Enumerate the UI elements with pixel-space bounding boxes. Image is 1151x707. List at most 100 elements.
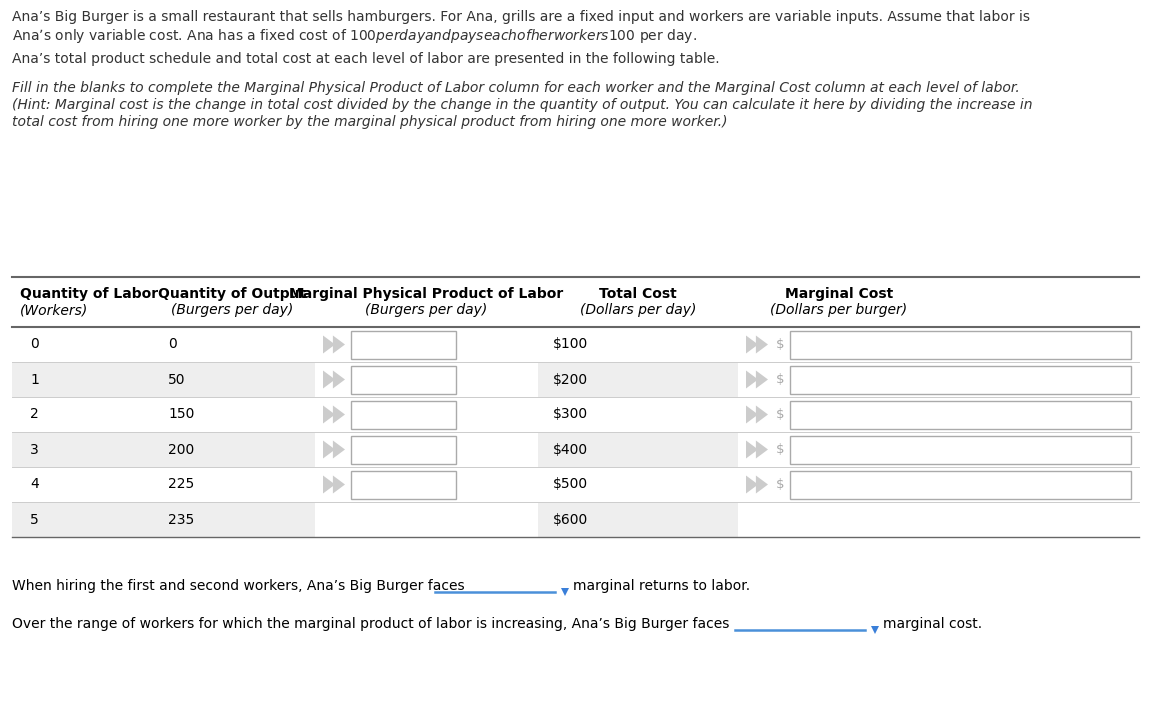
Bar: [12, 432, 150, 467]
Bar: [738, 397, 1139, 432]
Bar: [790, 436, 1131, 464]
Polygon shape: [756, 406, 768, 423]
Text: 0: 0: [168, 337, 177, 351]
Polygon shape: [333, 406, 345, 423]
Polygon shape: [746, 370, 759, 389]
Text: total cost from hiring one more worker by the marginal physical product from hir: total cost from hiring one more worker b…: [12, 115, 727, 129]
Text: $: $: [776, 478, 785, 491]
Bar: [150, 432, 315, 467]
Polygon shape: [756, 336, 768, 354]
Text: $: $: [776, 373, 785, 386]
Polygon shape: [746, 476, 759, 493]
Polygon shape: [323, 476, 335, 493]
Text: Over the range of workers for which the marginal product of labor is increasing,: Over the range of workers for which the …: [12, 617, 730, 631]
Bar: [790, 400, 1131, 428]
Polygon shape: [746, 406, 759, 423]
Bar: [351, 470, 456, 498]
Text: 5: 5: [30, 513, 39, 527]
Text: Total Cost: Total Cost: [600, 287, 677, 301]
Bar: [738, 502, 1139, 537]
Bar: [538, 502, 738, 537]
Text: $100: $100: [552, 337, 588, 351]
Bar: [738, 327, 1139, 362]
Bar: [150, 502, 315, 537]
Bar: [790, 470, 1131, 498]
Text: $500: $500: [552, 477, 588, 491]
Text: (Burgers per day): (Burgers per day): [171, 303, 294, 317]
Text: Ana’s only variable cost. Ana has a fixed cost of $100 per day and pays each of : Ana’s only variable cost. Ana has a fixe…: [12, 27, 696, 45]
Text: $600: $600: [552, 513, 588, 527]
Text: (Hint: Marginal cost is the change in total cost divided by the change in the qu: (Hint: Marginal cost is the change in to…: [12, 98, 1032, 112]
Polygon shape: [756, 440, 768, 459]
Text: $400: $400: [552, 443, 588, 457]
Bar: [150, 467, 315, 502]
Bar: [738, 467, 1139, 502]
Bar: [315, 467, 538, 502]
Bar: [315, 432, 538, 467]
Text: (Dollars per burger): (Dollars per burger): [770, 303, 907, 317]
Bar: [538, 362, 738, 397]
Bar: [150, 327, 315, 362]
Polygon shape: [323, 370, 335, 389]
Polygon shape: [871, 626, 879, 634]
Text: $300: $300: [552, 407, 588, 421]
Text: 235: 235: [168, 513, 195, 527]
Polygon shape: [756, 370, 768, 389]
Bar: [12, 397, 150, 432]
Bar: [538, 397, 738, 432]
Text: 225: 225: [168, 477, 195, 491]
Text: marginal cost.: marginal cost.: [883, 617, 982, 631]
Bar: [12, 467, 150, 502]
Polygon shape: [333, 336, 345, 354]
Bar: [351, 436, 456, 464]
Text: 4: 4: [30, 477, 39, 491]
Text: Marginal Physical Product of Labor: Marginal Physical Product of Labor: [289, 287, 564, 301]
Bar: [315, 327, 538, 362]
Bar: [738, 432, 1139, 467]
Bar: [538, 432, 738, 467]
Bar: [12, 502, 150, 537]
Bar: [538, 467, 738, 502]
Polygon shape: [323, 406, 335, 423]
Text: Marginal Cost: Marginal Cost: [785, 287, 893, 301]
Text: 2: 2: [30, 407, 39, 421]
Polygon shape: [561, 588, 569, 596]
Text: 0: 0: [30, 337, 39, 351]
Polygon shape: [333, 440, 345, 459]
Text: (Burgers per day): (Burgers per day): [365, 303, 488, 317]
Text: marginal returns to labor.: marginal returns to labor.: [573, 579, 750, 593]
Bar: [12, 362, 150, 397]
Text: Quantity of Output: Quantity of Output: [159, 287, 306, 301]
Text: $200: $200: [552, 373, 588, 387]
Text: 200: 200: [168, 443, 195, 457]
Text: 3: 3: [30, 443, 39, 457]
Text: $: $: [776, 338, 785, 351]
Text: Fill in the blanks to complete the Marginal Physical Product of Labor column for: Fill in the blanks to complete the Margi…: [12, 81, 1020, 95]
Text: (Workers): (Workers): [20, 303, 89, 317]
Bar: [738, 362, 1139, 397]
Bar: [315, 397, 538, 432]
Bar: [315, 362, 538, 397]
Polygon shape: [333, 370, 345, 389]
Bar: [12, 277, 1139, 327]
Polygon shape: [756, 476, 768, 493]
Bar: [351, 330, 456, 358]
Text: $: $: [776, 408, 785, 421]
Text: Ana’s Big Burger is a small restaurant that sells hamburgers. For Ana, grills ar: Ana’s Big Burger is a small restaurant t…: [12, 10, 1030, 24]
Bar: [150, 362, 315, 397]
Bar: [351, 400, 456, 428]
Bar: [538, 327, 738, 362]
Text: Ana’s total product schedule and total cost at each level of labor are presented: Ana’s total product schedule and total c…: [12, 52, 719, 66]
Bar: [315, 502, 538, 537]
Bar: [351, 366, 456, 394]
Bar: [12, 327, 150, 362]
Bar: [790, 366, 1131, 394]
Text: Quantity of Labor: Quantity of Labor: [20, 287, 158, 301]
Polygon shape: [333, 476, 345, 493]
Bar: [150, 397, 315, 432]
Polygon shape: [323, 336, 335, 354]
Text: When hiring the first and second workers, Ana’s Big Burger faces: When hiring the first and second workers…: [12, 579, 465, 593]
Bar: [790, 330, 1131, 358]
Text: 1: 1: [30, 373, 39, 387]
Text: 150: 150: [168, 407, 195, 421]
